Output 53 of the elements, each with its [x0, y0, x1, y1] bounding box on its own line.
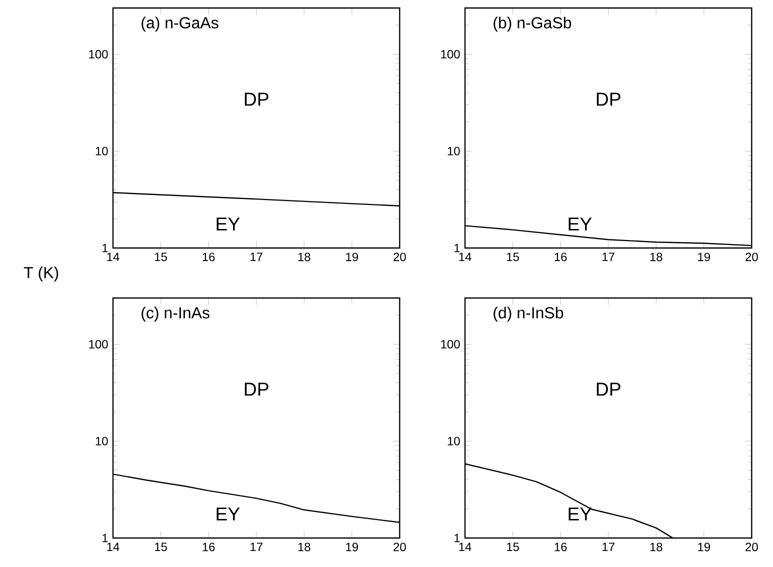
- x-tick-label: 19: [346, 542, 358, 552]
- x-tick-label: 14: [459, 542, 472, 551]
- y-tick-label: 10: [96, 146, 108, 156]
- annotation: EY: [216, 508, 240, 520]
- x-tick-label: 16: [554, 252, 567, 262]
- x-tick-label: 20: [746, 542, 758, 552]
- y-tick-label: 1: [454, 534, 460, 542]
- text: (b) n-GaSb: [494, 16, 572, 32]
- y-tick-label: 100: [89, 50, 108, 58]
- y-tick-label: 1: [102, 244, 108, 252]
- x-tick-label: 16: [202, 542, 215, 552]
- x-tick-label: 14: [459, 252, 472, 261]
- text: (c) n-InAs: [142, 306, 210, 322]
- x-tick-label: 15: [507, 542, 519, 552]
- x-tick-label: 15: [507, 252, 519, 262]
- x-tick-label: 14: [107, 252, 120, 261]
- y-tick-label: 1: [102, 534, 108, 542]
- y-tick-label: 100: [89, 340, 108, 348]
- x-tick-label: 15: [155, 252, 167, 262]
- annotation: DP: [596, 382, 620, 396]
- text: (d) n-InSb: [494, 306, 564, 322]
- annotation: DP: [596, 92, 620, 106]
- y-tick-label: 100: [441, 340, 460, 348]
- x-tick-label: 19: [698, 252, 710, 262]
- x-tick-label: 15: [155, 542, 167, 552]
- y-tick-label: 10: [96, 436, 108, 446]
- x-tick-label: 17: [250, 542, 262, 551]
- x-tick-label: 18: [650, 252, 662, 262]
- y-tick-label: 10: [448, 436, 460, 446]
- x-tick-label: 18: [298, 542, 310, 552]
- annotation: EY: [216, 218, 240, 230]
- x-tick-label: 14: [107, 542, 120, 551]
- x-tick-label: 17: [250, 252, 262, 261]
- annotation: DP: [244, 382, 268, 396]
- y-tick-label: 1: [454, 244, 460, 252]
- x-tick-label: 17: [602, 542, 614, 551]
- x-tick-label: 16: [202, 252, 215, 262]
- text: (a) n-GaAs: [142, 16, 218, 32]
- x-tick-label: 16: [554, 542, 567, 552]
- x-tick-label: 17: [602, 252, 614, 261]
- y-axis-title: T (K): [24, 266, 58, 282]
- y-tick-label: 100: [441, 50, 460, 58]
- annotation: EY: [568, 508, 592, 520]
- x-tick-label: 20: [394, 542, 406, 552]
- x-tick-label: 19: [698, 542, 710, 552]
- annotation: DP: [244, 92, 268, 106]
- x-tick-label: 18: [298, 252, 310, 262]
- x-tick-label: 19: [346, 252, 358, 262]
- annotation: EY: [568, 218, 592, 230]
- x-tick-label: 20: [746, 252, 758, 262]
- y-tick-label: 10: [448, 146, 460, 156]
- x-tick-label: 18: [650, 542, 662, 552]
- x-tick-label: 20: [394, 252, 406, 262]
